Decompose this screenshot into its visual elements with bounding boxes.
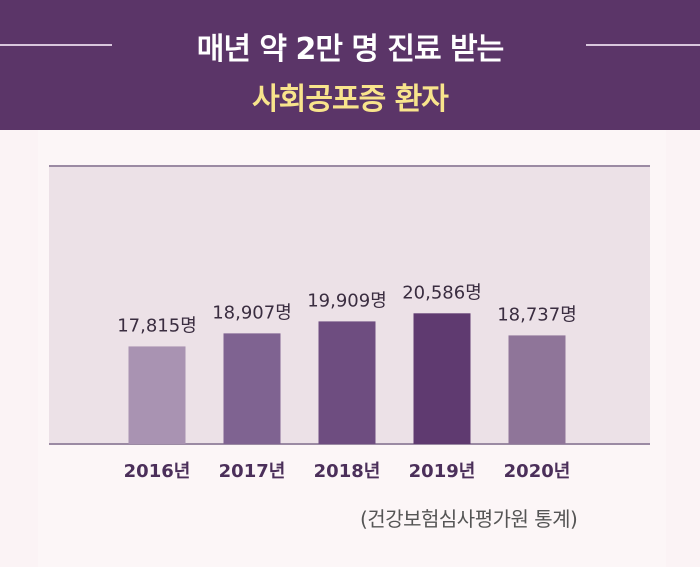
bar-0 — [128, 346, 186, 444]
title-line-1: 매년 약 2만 명 진료 받는 — [196, 32, 505, 67]
x-tick-label-1: 2017년 — [219, 461, 286, 482]
x-tick-label-0: 2016년 — [124, 461, 191, 482]
source-note: (건강보험심사평가원 통계) — [360, 507, 578, 531]
banner-rule-right — [586, 44, 700, 46]
bar-4 — [508, 335, 566, 444]
bar-1 — [223, 333, 281, 444]
data-label-2: 19,909명 — [307, 290, 387, 311]
x-tick-label-3: 2019년 — [409, 461, 476, 482]
bar-3 — [413, 313, 471, 444]
data-label-0: 17,815명 — [117, 315, 197, 336]
banner-rule-left — [0, 44, 112, 46]
bar-2 — [318, 321, 376, 444]
title-banner: 매년 약 2만 명 진료 받는 사회공포증 환자 — [0, 0, 700, 130]
title-line-2: 사회공포증 환자 — [252, 82, 449, 117]
x-tick-label-4: 2020년 — [504, 461, 571, 482]
x-tick-label-2: 2018년 — [314, 461, 381, 482]
data-label-4: 18,737명 — [497, 304, 577, 325]
data-label-1: 18,907명 — [212, 302, 292, 323]
data-label-3: 20,586명 — [402, 282, 482, 303]
